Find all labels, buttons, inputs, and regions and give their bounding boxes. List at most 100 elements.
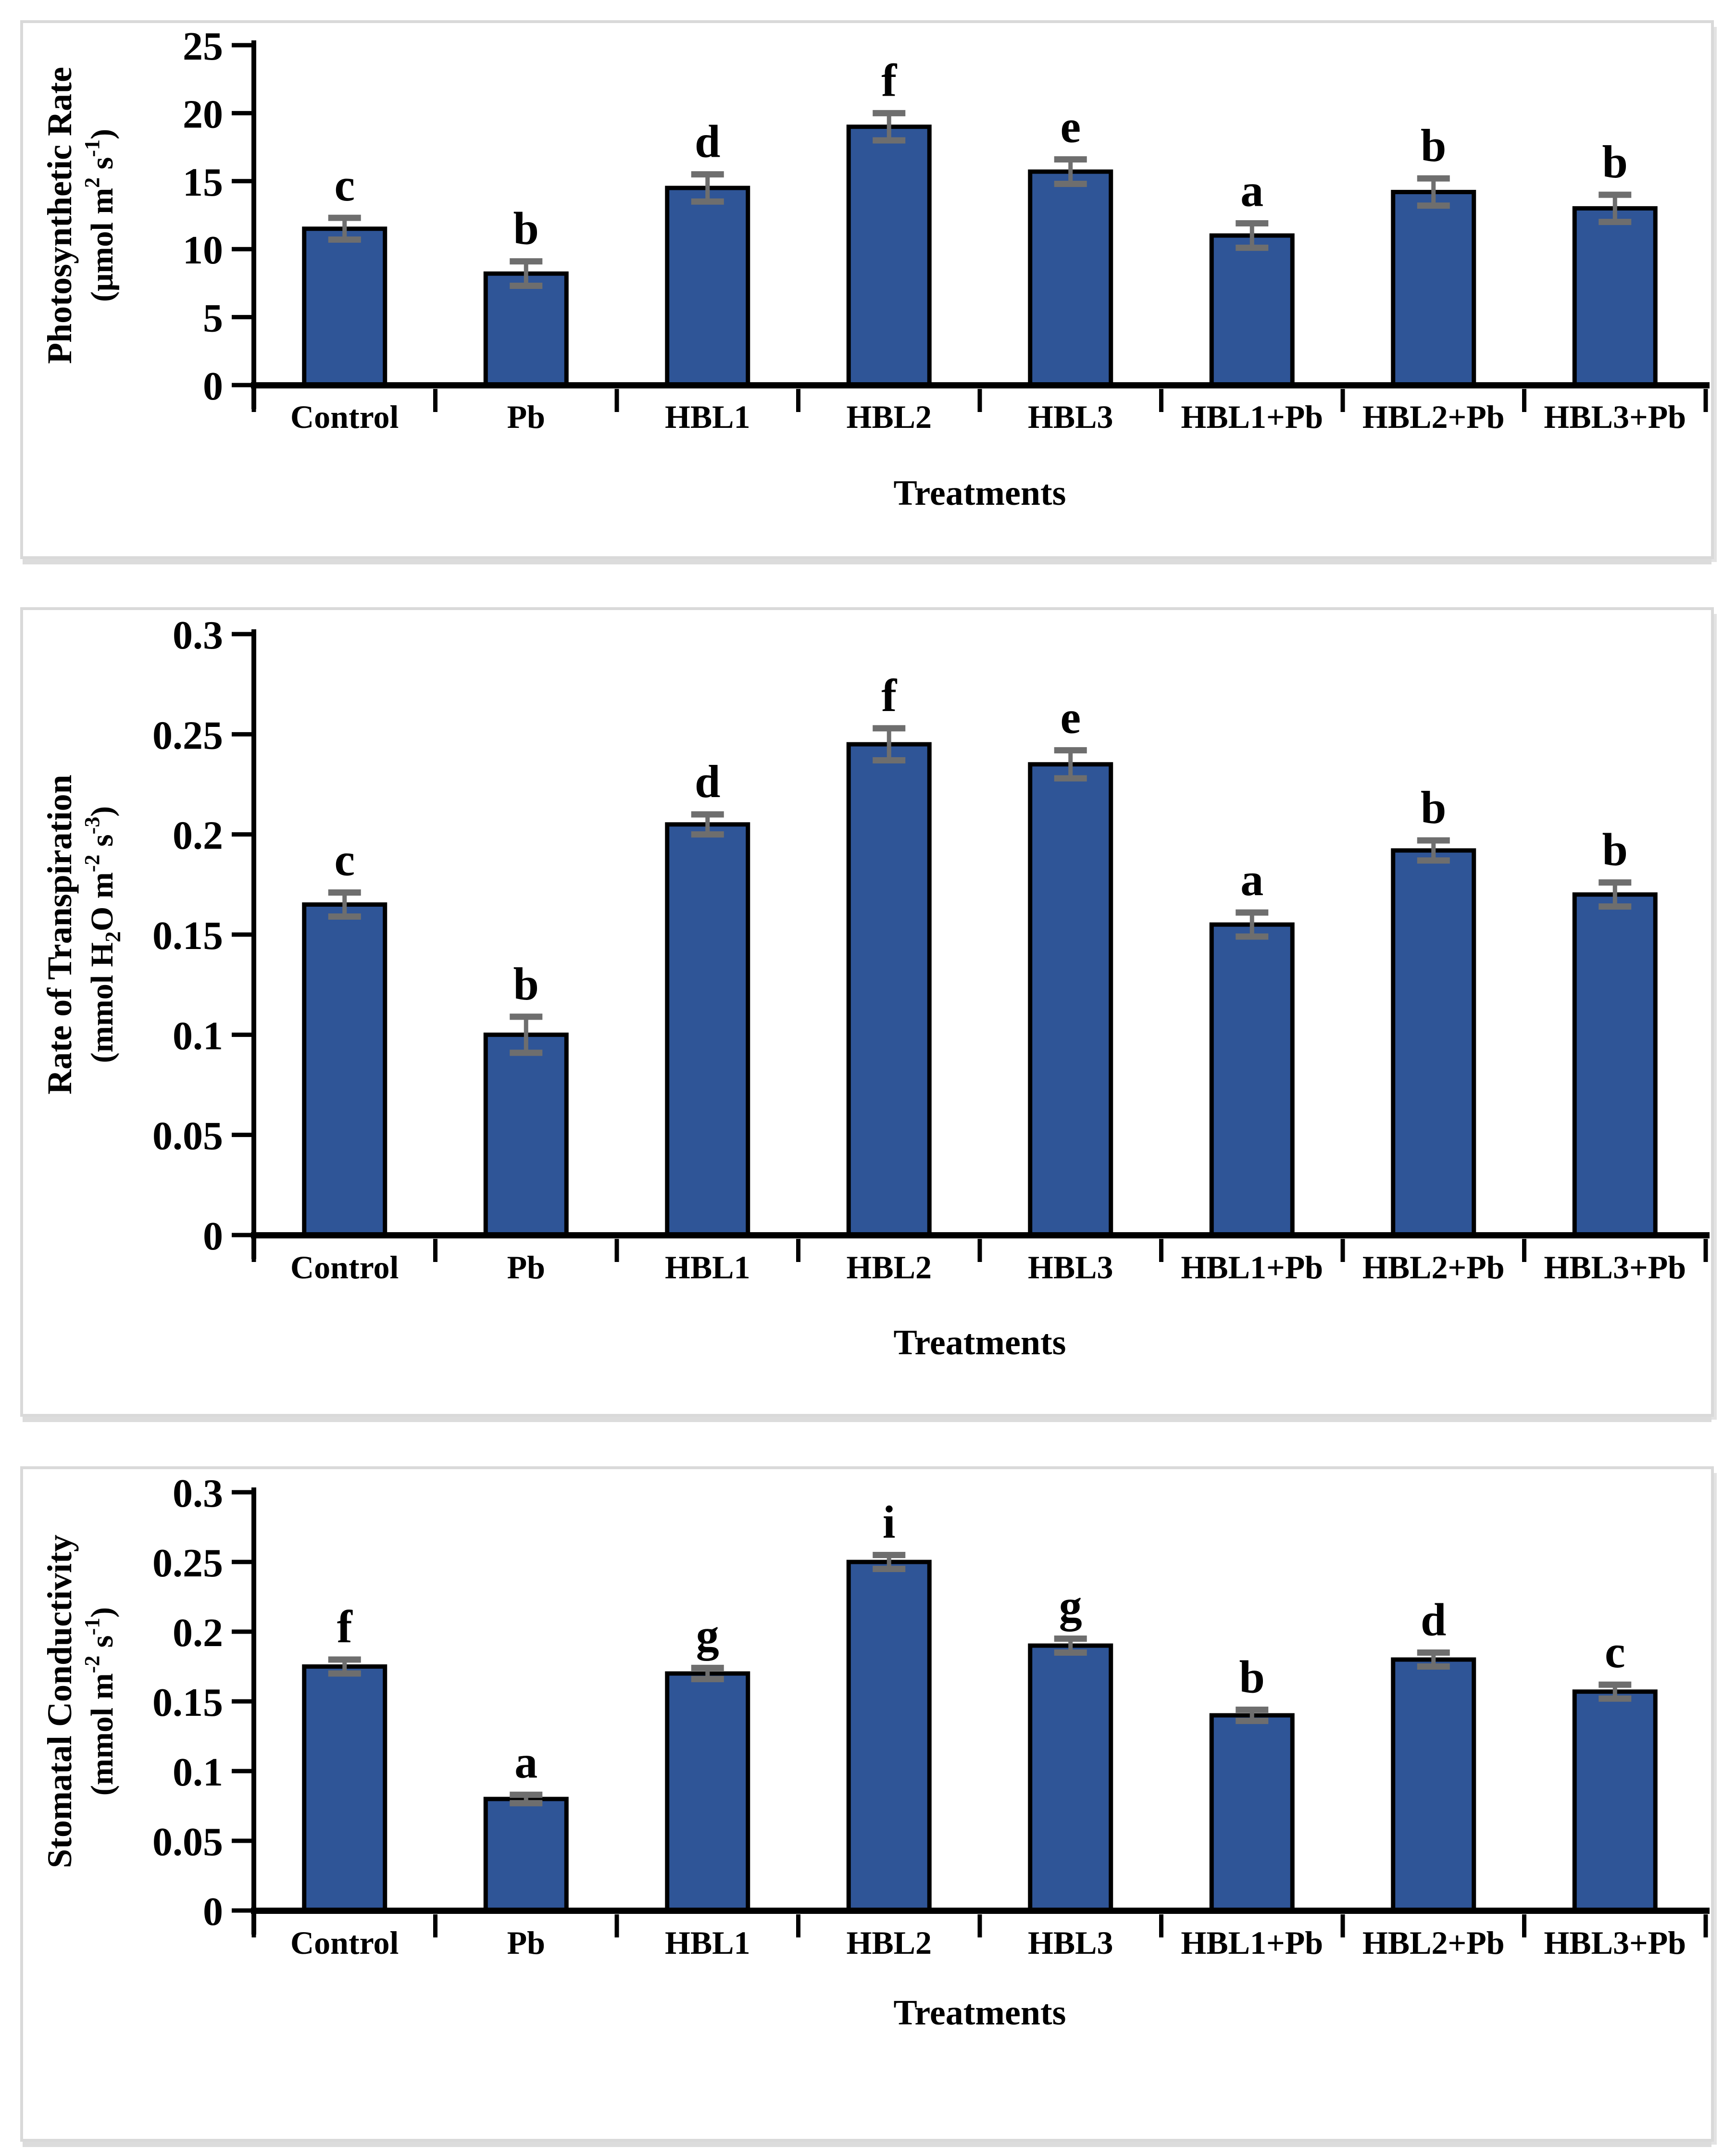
chart-panel-photosynthetic-rate: 0 5 10 15 20 25 c Control b Pb d HBL1 f HBL2 e HBL3 a HBL…: [20, 20, 1714, 559]
bar-chart-photosynthetic-rate: 0 5 10 15 20 25 c Control b Pb d HBL1 f HBL2 e HBL3 a HBL…: [40, 24, 1710, 513]
bar-chart-rate-of-transpiration: 0 0.05 0.1 0.15 0.2 0.25 0.3 c Control b Pb d HBL1 f H…: [40, 613, 1710, 1362]
y-axis: [251, 1487, 256, 1935]
bar-chart-stomatal-conductivity: 0 0.05 0.1 0.15 0.2 0.25 0.3 f Control a Pb g HBL1 i H…: [40, 1471, 1710, 2033]
x-tick-label: HBL2: [846, 1249, 932, 1286]
bar: [1028, 169, 1113, 388]
figure: 0 5 10 15 20 25 c Control b Pb d HBL1 f HBL2 e HBL3 a HBL…: [0, 20, 1736, 2142]
sig-letter: a: [1240, 854, 1263, 905]
x-tick-label: Control: [290, 399, 399, 435]
x-tick-label: HBL1: [665, 1924, 750, 1961]
y-tick-label: 0.1: [173, 1013, 223, 1058]
y-tick-label: 0.15: [152, 913, 223, 958]
y-axis-title: Stomatal Conductivity: [40, 1535, 79, 1868]
y-axis-title-units: (mmol m-2 s-1): [80, 1607, 120, 1796]
bar: [1572, 1689, 1658, 1914]
bar: [1391, 189, 1476, 388]
x-axis: [251, 1232, 1710, 1238]
x-axis-title: Treatments: [894, 1993, 1066, 2033]
sig-letter: f: [337, 1601, 353, 1652]
bar: [1572, 892, 1658, 1238]
sig-letter: f: [881, 670, 897, 721]
y-tick-label: 0.25: [152, 1541, 223, 1586]
y-tick-label: 15: [183, 160, 223, 205]
sig-letter: b: [1421, 120, 1446, 171]
sig-letter: b: [513, 203, 539, 254]
bar: [665, 822, 750, 1238]
y-tick-label: 0.1: [173, 1750, 223, 1795]
sig-letter: b: [1421, 782, 1446, 833]
x-tick-label: Pb: [507, 1249, 545, 1286]
y-tick-label: 0: [203, 1889, 223, 1934]
bar: [846, 742, 932, 1238]
y-tick-label: 0: [203, 364, 223, 409]
y-tick-label: 0.05: [152, 1114, 223, 1159]
y-tick-label: 0.3: [173, 613, 223, 658]
sig-letter: i: [883, 1497, 896, 1548]
y-tick-label: 10: [183, 228, 223, 273]
sig-letter: f: [881, 54, 897, 106]
bar: [1572, 206, 1658, 388]
x-tick-label: HBL3: [1028, 1924, 1113, 1961]
bar: [483, 1797, 569, 1914]
x-tick-label: HBL2+Pb: [1362, 399, 1505, 435]
bar: [665, 1671, 750, 1914]
x-axis-title: Treatments: [894, 474, 1066, 513]
y-tick-label: 0.15: [152, 1680, 223, 1725]
bar: [665, 186, 750, 388]
sig-letter: g: [1059, 1580, 1082, 1632]
y-tick-label: 20: [183, 92, 223, 137]
y-tick-label: 0.05: [152, 1820, 223, 1864]
sig-letter: b: [1602, 136, 1628, 187]
sig-letter: c: [1605, 1626, 1625, 1677]
bar: [302, 226, 387, 388]
x-tick-label: HBL2: [846, 399, 932, 435]
y-tick-label: 0.2: [173, 1611, 223, 1655]
x-tick-label: HBL3+Pb: [1544, 1249, 1686, 1286]
y-axis: [251, 40, 256, 409]
y-axis-title: Rate of Transpiration: [40, 774, 79, 1094]
sig-letter: c: [334, 159, 355, 211]
x-tick-label: Pb: [507, 399, 545, 435]
y-axis: [251, 629, 256, 1259]
y-axis-title-units: (mmol H2O m-2 s-3): [80, 806, 125, 1063]
bar: [483, 1032, 569, 1238]
x-tick-label: HBL2+Pb: [1362, 1249, 1505, 1286]
x-tick-label: Control: [290, 1924, 399, 1961]
x-tick-label: HBL1: [665, 1249, 750, 1286]
y-axis-title: Photosynthetic Rate: [40, 67, 79, 364]
y-tick-label: 0: [203, 1214, 223, 1259]
sig-letter: a: [1240, 164, 1263, 216]
sig-letter: d: [695, 756, 720, 807]
bar: [846, 1560, 932, 1914]
y-tick-label: 0.3: [173, 1471, 223, 1516]
y-tick-label: 0.25: [152, 713, 223, 758]
sig-letter: a: [514, 1736, 537, 1787]
sig-letter: d: [695, 116, 720, 167]
y-axis-title-units: (μmol m2 s-1): [80, 129, 120, 302]
bar: [1391, 1657, 1476, 1914]
sig-letter: b: [1239, 1651, 1265, 1702]
x-tick-label: Control: [290, 1249, 399, 1286]
sig-letter: e: [1060, 692, 1081, 743]
x-tick-label: HBL2: [846, 1924, 932, 1961]
y-tick-label: 25: [183, 24, 223, 69]
x-tick-label: HBL1: [665, 399, 750, 435]
x-tick-label: HBL1+Pb: [1181, 399, 1323, 435]
x-tick-label: HBL3: [1028, 399, 1113, 435]
sig-letter: c: [334, 834, 355, 886]
bar: [1209, 922, 1295, 1238]
x-tick-label: HBL3+Pb: [1544, 399, 1686, 435]
x-tick-label: HBL3: [1028, 1249, 1113, 1286]
sig-letter: b: [1602, 824, 1628, 875]
bar: [846, 125, 932, 388]
bar: [1209, 1713, 1295, 1914]
sig-letter: d: [1421, 1594, 1446, 1646]
x-tick-label: Pb: [507, 1924, 545, 1961]
x-axis: [251, 1908, 1710, 1914]
bar: [483, 271, 569, 388]
x-axis: [251, 382, 1710, 388]
bar: [302, 902, 387, 1238]
x-tick-label: HBL1+Pb: [1181, 1924, 1323, 1961]
bar: [1028, 1643, 1113, 1914]
sig-letter: g: [696, 1609, 719, 1661]
